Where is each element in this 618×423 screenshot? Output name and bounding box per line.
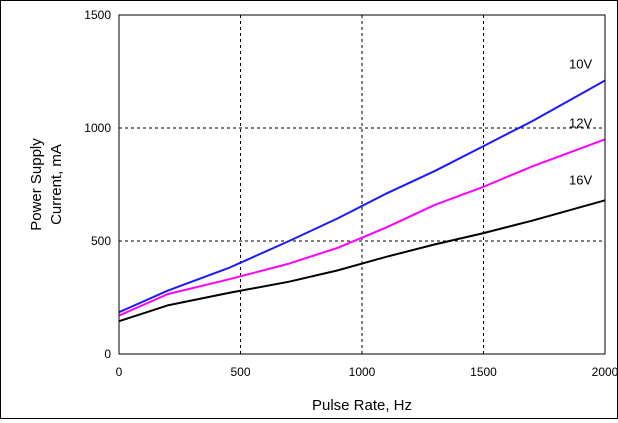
series-label-10V: 10V bbox=[569, 57, 592, 72]
grid bbox=[119, 15, 605, 354]
x-tick-label: 0 bbox=[116, 365, 123, 379]
series-group bbox=[118, 79, 606, 323]
x-tick-label: 500 bbox=[230, 365, 250, 379]
y-tick-label: 0 bbox=[104, 347, 111, 361]
x-tick-label: 1000 bbox=[349, 365, 376, 379]
series-label-12V: 12V bbox=[569, 115, 592, 130]
plot-area-border bbox=[118, 14, 606, 355]
series-label-16V: 16V bbox=[569, 172, 592, 187]
y-tick-label: 1500 bbox=[84, 8, 111, 22]
series-line-10V bbox=[118, 79, 606, 314]
x-tick-label: 2000 bbox=[592, 365, 617, 379]
series-labels: 10V 12V 16V bbox=[569, 57, 592, 188]
y-tick-label: 1000 bbox=[84, 121, 111, 135]
x-axis-ticks: 0 500 1000 1500 2000 bbox=[116, 365, 618, 379]
y-axis-ticks: 0 500 1000 1500 bbox=[84, 8, 111, 361]
y-tick-label: 500 bbox=[91, 234, 111, 248]
x-axis-title: Pulse Rate, Hz bbox=[312, 397, 412, 414]
x-tick-label: 1500 bbox=[470, 365, 497, 379]
y-axis-title-line-2: Current, mA bbox=[48, 144, 65, 225]
series-line-16V bbox=[118, 199, 606, 323]
y-axis-title-line-1: Power Supply bbox=[28, 138, 45, 231]
series-line-12V bbox=[118, 138, 606, 317]
